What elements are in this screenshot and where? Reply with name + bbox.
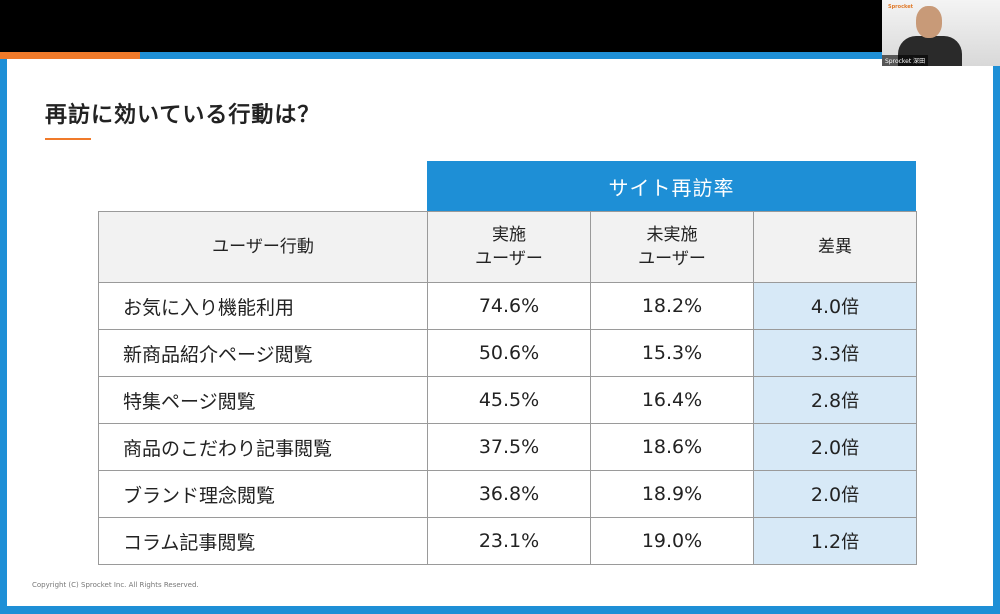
not-done-cell: 19.0%: [590, 517, 754, 565]
table-header-row: ユーザー行動 実施 ユーザー 未実施 ユーザー 差異: [98, 211, 917, 283]
diff-cell: 3.3倍: [753, 329, 917, 377]
done-cell: 37.5%: [427, 423, 591, 471]
header-done: 実施 ユーザー: [427, 211, 591, 283]
header-diff-label: 差異: [818, 237, 852, 257]
diff-cell: 4.0倍: [753, 282, 917, 330]
header-behavior: ユーザー行動: [98, 211, 428, 283]
accent-strip: [0, 52, 1000, 59]
not-done-cell: 18.6%: [590, 423, 754, 471]
done-cell: 36.8%: [427, 470, 591, 518]
diff-cell: 2.0倍: [753, 470, 917, 518]
done-cell: 74.6%: [427, 282, 591, 330]
copyright-text: Copyright (C) Sprocket Inc. All Rights R…: [32, 581, 199, 589]
video-logo: Sprocket: [888, 4, 914, 10]
bottom-strip: [0, 606, 1000, 614]
diff-value: 3.3: [810, 343, 842, 365]
table-row: お気に入り機能利用 74.6% 18.2% 4.0倍: [98, 282, 917, 330]
participant-head: [916, 6, 942, 38]
slide-title: 再訪に効いている行動は？: [45, 103, 321, 128]
diff-cell: 2.0倍: [753, 423, 917, 471]
diff-value: 2.8: [810, 390, 842, 412]
done-cell: 50.6%: [427, 329, 591, 377]
table-row: ブランド理念閲覧 36.8% 18.9% 2.0倍: [98, 470, 917, 518]
table-row: 商品のこだわり記事閲覧 37.5% 18.6% 2.0倍: [98, 423, 917, 471]
behavior-cell: 商品のこだわり記事閲覧: [98, 423, 428, 471]
participant-name-tag: Sprocket 深田: [882, 55, 929, 66]
top-bar: [0, 0, 1000, 52]
diff-cell: 1.2倍: [753, 517, 917, 565]
done-cell: 45.5%: [427, 376, 591, 424]
revisit-table: ユーザー行動 実施 ユーザー 未実施 ユーザー 差異 お気に入り機能利用 74.…: [98, 211, 917, 565]
diff-unit: 倍: [841, 297, 860, 318]
header-not-done-label: 未実施 ユーザー: [638, 225, 706, 269]
diff-cell: 2.8倍: [753, 376, 917, 424]
group-header-revisit-rate: サイト再訪率: [427, 161, 916, 211]
not-done-cell: 18.9%: [590, 470, 754, 518]
table-row: コラム記事閲覧 23.1% 19.0% 1.2倍: [98, 517, 917, 565]
title-underline: [45, 138, 91, 140]
accent-orange: [0, 52, 140, 59]
not-done-cell: 16.4%: [590, 376, 754, 424]
presentation-slide: 再訪に効いている行動は？ サイト再訪率 ユーザー行動 実施 ユーザー 未実施 ユ…: [0, 59, 1000, 606]
participant-video-tile[interactable]: Sprocket Sprocket 深田: [882, 0, 1000, 66]
done-cell: 23.1%: [427, 517, 591, 565]
behavior-cell: ブランド理念閲覧: [98, 470, 428, 518]
diff-value: 4.0: [810, 296, 842, 318]
diff-unit: 倍: [841, 485, 860, 506]
diff-unit: 倍: [841, 438, 860, 459]
diff-value: 2.0: [810, 437, 842, 459]
diff-unit: 倍: [841, 391, 860, 412]
header-diff: 差異: [753, 211, 917, 283]
diff-value: 2.0: [810, 484, 842, 506]
header-not-done: 未実施 ユーザー: [590, 211, 754, 283]
behavior-cell: 特集ページ閲覧: [98, 376, 428, 424]
not-done-cell: 15.3%: [590, 329, 754, 377]
not-done-cell: 18.2%: [590, 282, 754, 330]
diff-unit: 倍: [841, 532, 860, 553]
header-behavior-label: ユーザー行動: [212, 237, 314, 257]
behavior-cell: お気に入り機能利用: [98, 282, 428, 330]
diff-value: 1.2: [810, 531, 842, 553]
behavior-cell: コラム記事閲覧: [98, 517, 428, 565]
behavior-cell: 新商品紹介ページ閲覧: [98, 329, 428, 377]
table-row: 特集ページ閲覧 45.5% 16.4% 2.8倍: [98, 376, 917, 424]
header-done-label: 実施 ユーザー: [475, 225, 543, 269]
table-row: 新商品紹介ページ閲覧 50.6% 15.3% 3.3倍: [98, 329, 917, 377]
diff-unit: 倍: [841, 344, 860, 365]
